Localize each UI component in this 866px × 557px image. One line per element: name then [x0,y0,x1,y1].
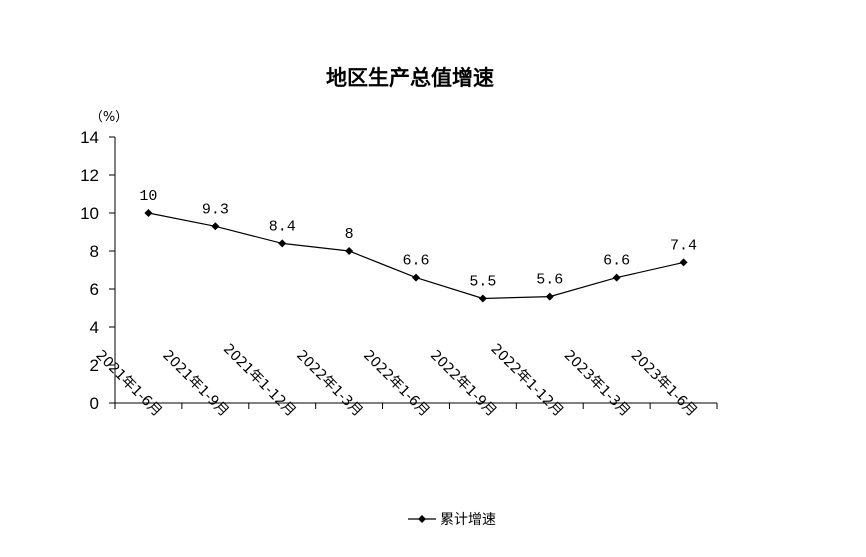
axes [114,137,717,404]
y-tick-label: 10 [80,204,99,223]
y-tick-label: 4 [90,318,99,337]
y-tick-label: 14 [80,128,99,147]
data-point-marker [345,247,354,255]
legend-marker [418,515,426,523]
data-label: 5.6 [536,272,563,289]
legend: 累计增速 [408,512,496,528]
data-label: 5.5 [469,274,496,291]
y-tick-label: 2 [90,356,99,375]
data-point-marker [278,239,287,248]
data-label: 6.6 [402,253,429,270]
data-label: 6.6 [603,253,630,270]
data-point-marker [612,273,621,282]
x-axis-ticks: 2021年1-6月2021年1-9月2021年1-12月2022年1-3月202… [92,341,718,420]
y-tick-label: 0 [90,394,99,413]
x-tick-label: 2022年1-3月 [293,347,365,419]
data-label: 9.3 [202,201,229,218]
data-label: 8 [345,226,354,243]
y-tick-label: 8 [90,242,99,261]
legend-label: 累计增速 [440,512,496,528]
y-tick-label: 6 [90,280,99,299]
y-axis-ticks: 0 2 4 6 8 10 12 14 [80,128,115,413]
data-label: 8.4 [269,218,296,235]
data-label: 7.4 [670,237,697,254]
data-point-marker [545,292,554,301]
x-tick-label: 2022年1-6月 [360,347,432,419]
y-tick-label: 12 [80,166,99,185]
x-tick-label: 2022年1-9月 [427,347,499,419]
x-tick-label: 2023年1-6月 [628,347,700,419]
y-axis-unit-label: （%） [90,110,128,125]
x-tick-label: 2023年1-3月 [561,347,633,419]
data-point-marker [211,222,220,231]
series-group [144,209,688,303]
data-point-marker [478,294,487,303]
data-point-marker [144,209,153,217]
x-tick-label: 2021年1-6月 [92,347,164,419]
data-point-marker [412,273,420,282]
chart-title: 地区生产总值增速 [326,66,494,90]
data-labels: 10 9.3 8.4 8 6.6 5.5 5.6 6.6 7.4 [139,188,697,291]
data-point-marker [679,258,688,267]
x-tick-label: 2021年1-9月 [159,347,231,419]
data-label: 10 [139,188,157,205]
